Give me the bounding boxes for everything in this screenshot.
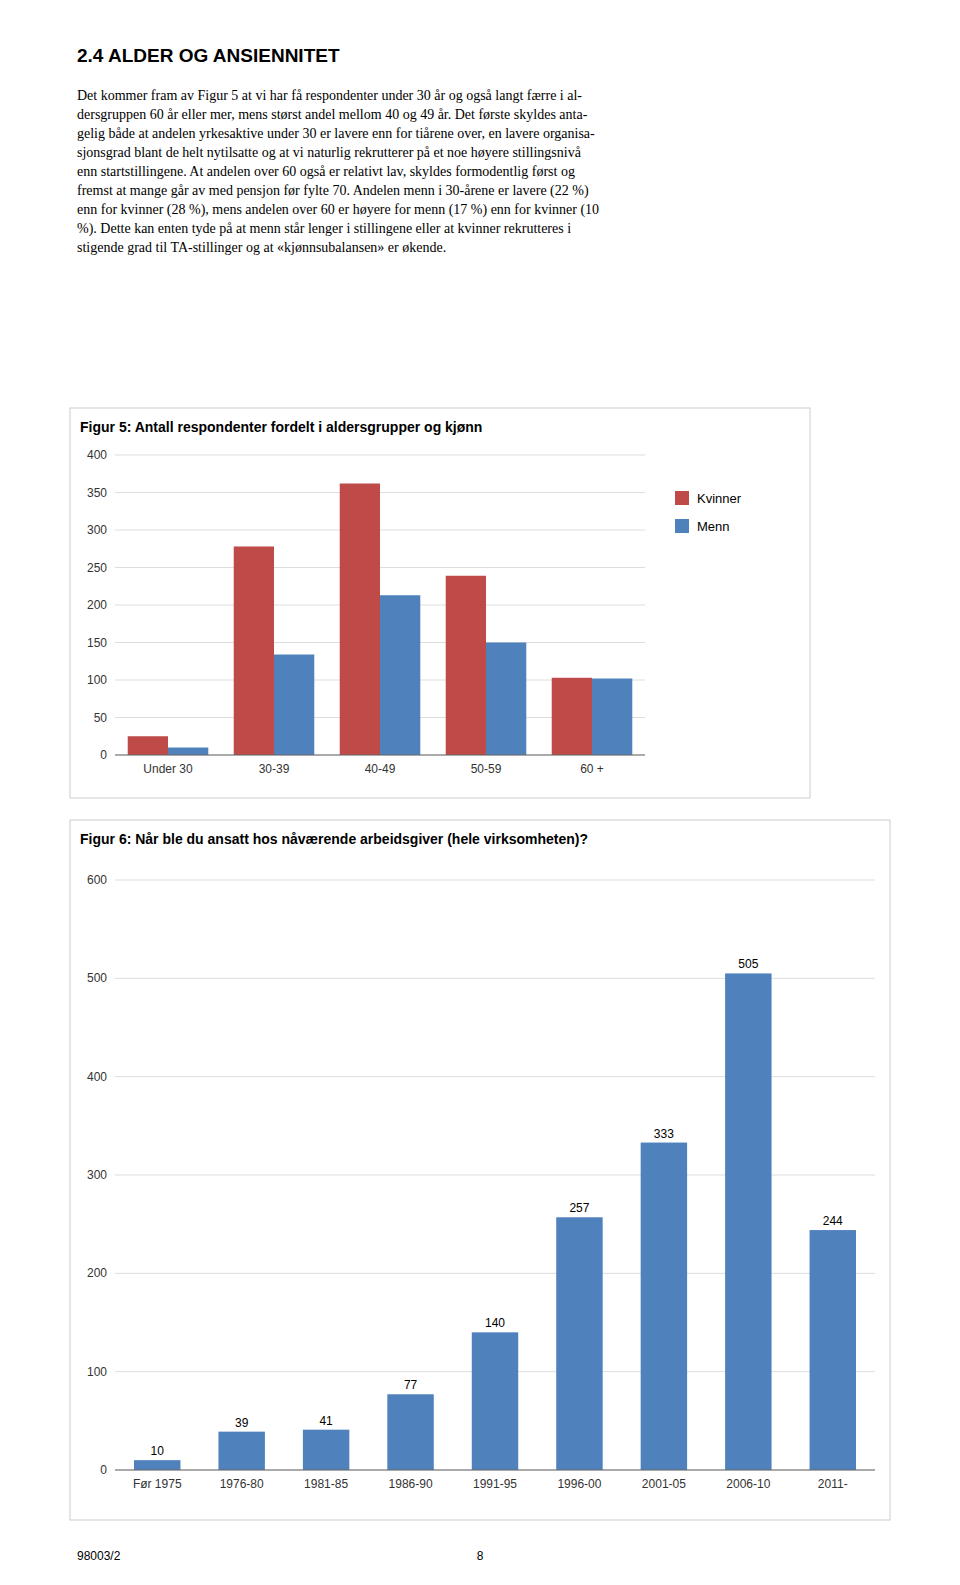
bar	[234, 547, 274, 756]
bar	[556, 1217, 602, 1470]
bars	[128, 484, 633, 756]
x-tick-label: 60 +	[580, 762, 604, 776]
x-tick-label: Under 30	[143, 762, 193, 776]
bar	[472, 1332, 518, 1470]
y-tick-label: 200	[87, 598, 107, 612]
bar	[810, 1230, 856, 1470]
y-tick-label: 400	[87, 1070, 107, 1084]
grid-line	[115, 455, 645, 456]
y-tick-label: 150	[87, 636, 107, 650]
legend-swatch	[675, 519, 689, 533]
chart-title: Figur 5: Antall respondenter fordelt i a…	[80, 419, 482, 435]
y-tick-label: 250	[87, 561, 107, 575]
chart: Figur 5: Antall respondenter fordelt i a…	[70, 408, 810, 798]
x-axis-line	[115, 1470, 875, 1471]
bar	[446, 576, 486, 755]
body-line: Det kommer fram av Figur 5 at vi har få …	[77, 88, 582, 103]
bar	[725, 973, 771, 1470]
data-label: 140	[485, 1316, 505, 1330]
data-label: 10	[151, 1444, 165, 1458]
data-label: 77	[404, 1378, 418, 1392]
bar	[387, 1394, 433, 1470]
data-label: 333	[654, 1127, 674, 1141]
body-line: %). Dette kan enten tyde på at menn står…	[77, 221, 571, 237]
x-tick-label: 1991-95	[473, 1477, 517, 1491]
x-tick-label: 40-49	[365, 762, 396, 776]
data-label: 244	[823, 1214, 843, 1228]
grid-line	[115, 880, 875, 881]
legend-label: Kvinner	[697, 491, 742, 506]
y-tick-label: 300	[87, 1168, 107, 1182]
chart-frame	[70, 820, 890, 1520]
legend-label: Menn	[697, 519, 730, 534]
y-tick-label: 350	[87, 486, 107, 500]
y-tick-label: 400	[87, 448, 107, 462]
y-tick-label: 0	[100, 748, 107, 762]
body-line: stigende grad til TA-stillinger og at «k…	[77, 240, 446, 255]
y-tick-label: 200	[87, 1266, 107, 1280]
x-tick-label: 50-59	[471, 762, 502, 776]
data-label: 39	[235, 1416, 249, 1430]
bar	[218, 1432, 264, 1470]
x-tick-label: 30-39	[259, 762, 290, 776]
bar	[168, 748, 208, 756]
y-axis: 0 50 100 150 200 250 300 350 400	[87, 448, 645, 762]
x-tick-label: 1996-00	[557, 1477, 601, 1491]
y-tick-label: 100	[87, 673, 107, 687]
bar	[274, 655, 314, 756]
y-tick-label: 0	[100, 1463, 107, 1477]
bar	[380, 595, 420, 755]
x-tick-label: 2006-10	[726, 1477, 770, 1491]
data-labels: 10 39 41 77 140 257 333 505 244	[151, 957, 844, 1458]
section-title: 2.4 ALDER OG ANSIENNITET	[77, 45, 340, 66]
body-line: fremst at mange går av med pensjon før f…	[77, 183, 589, 199]
y-axis: 0 100 200 300 400 500 600	[87, 873, 875, 1477]
data-label: 257	[569, 1201, 589, 1215]
y-tick-label: 300	[87, 523, 107, 537]
x-tick-label: 2001-05	[642, 1477, 686, 1491]
grid-line	[115, 1470, 875, 1471]
bar	[552, 678, 592, 755]
x-tick-label: 1976-80	[220, 1477, 264, 1491]
body-line: dersgruppen 60 år eller mer, mens størst…	[77, 107, 588, 122]
bars	[134, 973, 856, 1470]
grid-line	[115, 755, 645, 756]
legend: Kvinner Menn	[675, 491, 742, 534]
x-tick-label: 1981-85	[304, 1477, 348, 1491]
bar	[486, 643, 526, 756]
x-tick-label: 1986-90	[389, 1477, 433, 1491]
footer-left: 98003/2	[77, 1549, 121, 1563]
bar	[128, 736, 168, 755]
bar	[340, 484, 380, 756]
chart: Figur 6: Når ble du ansatt hos nåværende…	[70, 820, 890, 1520]
legend-swatch	[675, 491, 689, 505]
data-label: 41	[319, 1414, 333, 1428]
body-line: enn for kvinner (28 %), mens andelen ove…	[77, 202, 599, 218]
page: 2.4 ALDER OG ANSIENNITET Det kommer fram …	[0, 0, 960, 1585]
bar	[134, 1460, 180, 1470]
data-label: 505	[738, 957, 758, 971]
y-tick-label: 50	[94, 711, 108, 725]
y-tick-label: 600	[87, 873, 107, 887]
x-tick-label: 2011-	[818, 1477, 848, 1491]
x-tick-label: Før 1975	[133, 1477, 182, 1491]
chart-title: Figur 6: Når ble du ansatt hos nåværende…	[80, 831, 588, 847]
bar	[641, 1143, 687, 1470]
y-tick-label: 100	[87, 1365, 107, 1379]
bar	[592, 679, 632, 756]
chart-frame	[70, 408, 810, 798]
bar	[303, 1430, 349, 1470]
x-axis-line	[115, 755, 645, 756]
y-tick-label: 500	[87, 971, 107, 985]
body-line: enn startstillingene. At andelen over 60…	[77, 164, 575, 179]
footer-right: 8	[477, 1549, 484, 1563]
body-line: sjonsgrad blant de helt nytilsatte og at…	[77, 145, 582, 160]
body-line: gelig både at andelen yrkesaktive under …	[77, 126, 595, 141]
